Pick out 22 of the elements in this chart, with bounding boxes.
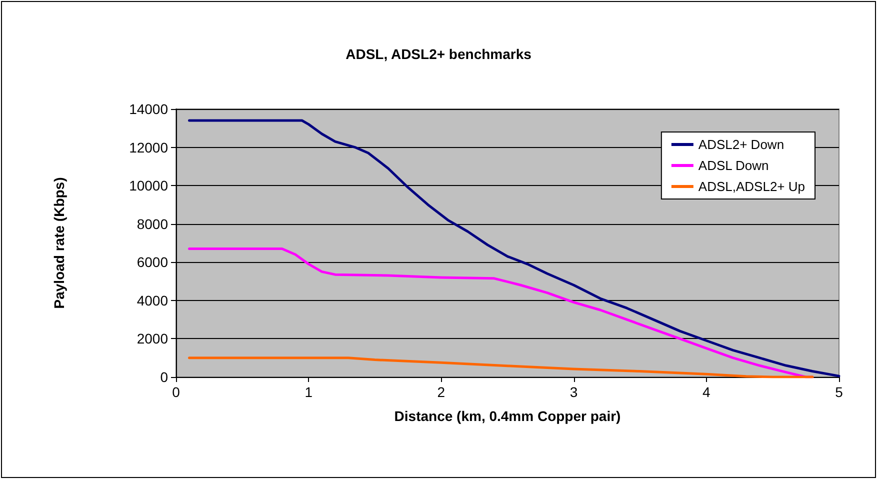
y-tick-label: 12000 bbox=[129, 139, 168, 156]
legend-label: ADSL Down bbox=[698, 158, 769, 173]
y-tick-label: 8000 bbox=[136, 216, 168, 232]
x-tick-label: 3 bbox=[570, 384, 578, 400]
legend-label: ADSL,ADSL2+ Up bbox=[698, 179, 806, 194]
y-tick-label: 14000 bbox=[129, 101, 168, 117]
line-series bbox=[188, 119, 840, 378]
x-tick-label: 2 bbox=[437, 384, 446, 400]
chart-title: ADSL, ADSL2+ benchmarks bbox=[346, 46, 532, 62]
y-tick-label: 4000 bbox=[136, 292, 168, 308]
x-tick-label: 5 bbox=[835, 384, 844, 400]
y-tick-label: 6000 bbox=[136, 254, 168, 270]
x-tick-label: 1 bbox=[304, 384, 313, 400]
y-tick-label: 0 bbox=[160, 369, 168, 385]
legend-label: ADSL2+ Down bbox=[698, 137, 784, 152]
y-tick-label: 2000 bbox=[136, 330, 168, 347]
y-tick-label: 10000 bbox=[129, 178, 168, 194]
x-tick-label: 0 bbox=[172, 384, 180, 400]
x-tick-label: 4 bbox=[702, 384, 710, 400]
line-series bbox=[188, 356, 814, 378]
y-axis-title: Payload rate (Kbps) bbox=[51, 177, 67, 309]
x-axis-title: Distance (km, 0.4mm Copper pair) bbox=[394, 408, 621, 424]
